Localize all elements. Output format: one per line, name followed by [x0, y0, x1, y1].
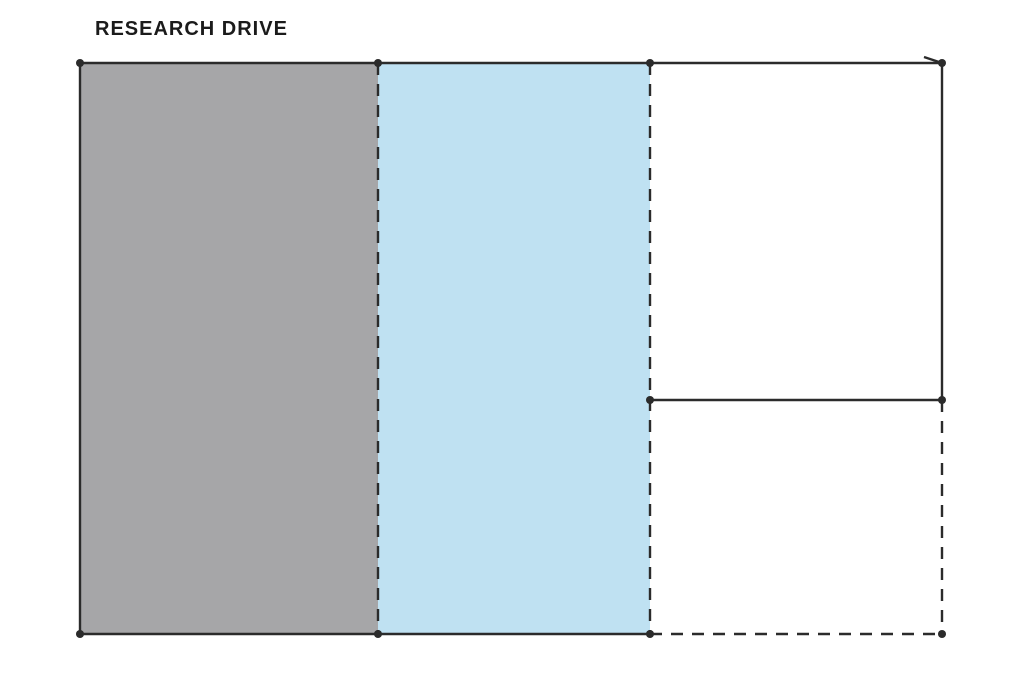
site-plan-canvas: RESEARCH DRIVE HOWLAND ROAD (66' WIDE) L…: [0, 0, 1028, 675]
site-plan-svg: [0, 0, 1028, 675]
